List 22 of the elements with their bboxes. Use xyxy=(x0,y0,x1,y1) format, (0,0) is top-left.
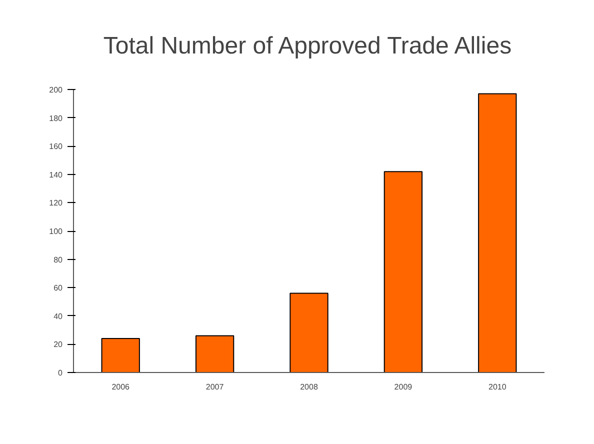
x-tick-label: 2008 xyxy=(300,382,318,392)
y-tick-label: 0 xyxy=(58,368,64,378)
y-tick-label: 60 xyxy=(54,284,64,293)
y-tick-label: 140 xyxy=(49,170,64,180)
x-tick-label: 2010 xyxy=(488,382,507,392)
y-tick-label: 200 xyxy=(49,86,64,94)
x-tick-label: 2006 xyxy=(112,382,130,392)
y-tick-label: 180 xyxy=(49,114,64,123)
x-tick-label: 2009 xyxy=(394,382,413,392)
bar xyxy=(478,93,517,372)
bar xyxy=(290,292,328,372)
bar xyxy=(384,171,423,372)
y-tick-label: 20 xyxy=(54,340,64,350)
x-tick-label: 2007 xyxy=(206,382,224,392)
bar xyxy=(101,338,140,372)
y-tick-label: 40 xyxy=(54,312,64,321)
y-tick-label: 160 xyxy=(49,142,64,152)
y-tick-label: 120 xyxy=(49,198,64,208)
bar xyxy=(195,335,234,372)
y-tick-label: 100 xyxy=(49,227,64,236)
chart-title: Total Number of Approved Trade Allies xyxy=(103,32,512,60)
y-tick-label: 80 xyxy=(54,255,64,264)
